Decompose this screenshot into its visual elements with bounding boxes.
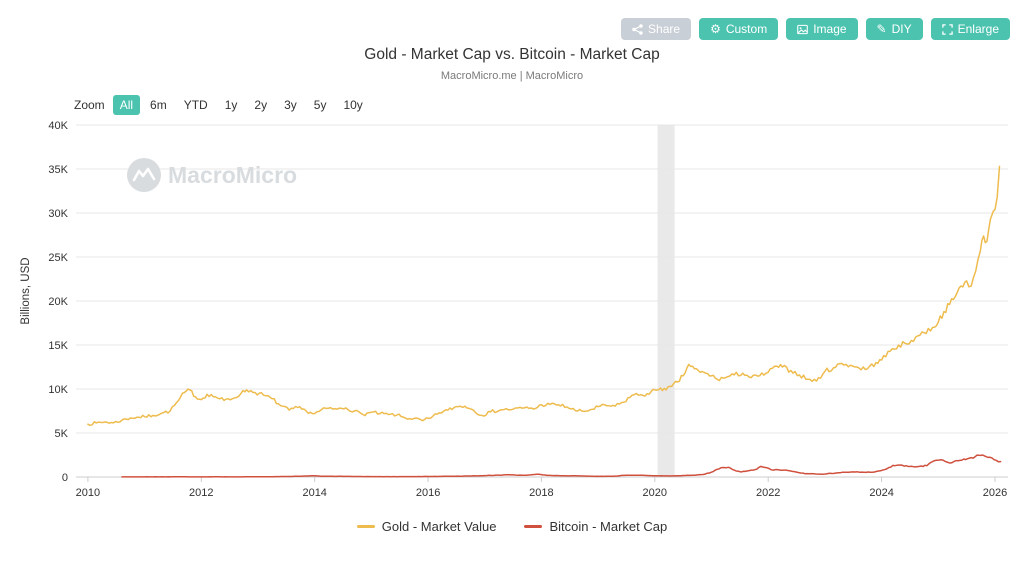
zoom-option-1y[interactable]: 1y [218, 95, 245, 115]
zoom-option-10y[interactable]: 10y [336, 95, 369, 115]
enlarge-button-label: Enlarge [957, 22, 999, 36]
svg-text:15K: 15K [48, 340, 68, 352]
svg-text:2010: 2010 [76, 487, 100, 499]
enlarge-button[interactable]: Enlarge [930, 18, 1010, 40]
y-axis-label: Billions, USD [20, 257, 32, 325]
zoom-option-ytd[interactable]: YTD [177, 95, 215, 115]
enlarge-icon [941, 23, 953, 35]
zoom-option-2y[interactable]: 2y [247, 95, 274, 115]
svg-text:35K: 35K [48, 164, 68, 176]
share-button-label: Share [648, 22, 681, 36]
svg-text:2014: 2014 [302, 487, 326, 499]
pencil-icon: ✎ [876, 22, 887, 36]
legend-label-bitcoin: Bitcoin - Market Cap [549, 519, 668, 534]
custom-button-label: Custom [725, 22, 768, 36]
svg-text:2018: 2018 [529, 487, 553, 499]
svg-text:MacroMicro: MacroMicro [168, 162, 297, 188]
chart-canvas[interactable]: 0 5K 10K 15K 20K 25K 30K 35K 40K 2010 2012 2014 2016… [34, 117, 1012, 505]
image-icon [797, 24, 809, 35]
legend-item-gold[interactable]: Gold - Market Value [356, 519, 497, 534]
diy-button-label: DIY [891, 22, 912, 36]
svg-text:2026: 2026 [983, 487, 1007, 499]
svg-text:10K: 10K [48, 384, 68, 396]
svg-text:0: 0 [62, 472, 68, 484]
zoom-option-6m[interactable]: 6m [143, 95, 174, 115]
bitcoin-series-marker [524, 525, 543, 528]
svg-text:25K: 25K [48, 252, 68, 264]
chart-area: Billions, USD 0 5K 10K 15K 20K 25K 30K 35K 40K 20… [0, 117, 1024, 505]
chart-title: Gold - Market Cap vs. Bitcoin - Market C… [364, 46, 660, 63]
zoom-option-5y[interactable]: 5y [307, 95, 334, 115]
chart-subtitle: MacroMicro.me | MacroMicro [440, 70, 584, 82]
svg-text:2022: 2022 [756, 487, 780, 499]
zoom-option-3y[interactable]: 3y [277, 95, 304, 115]
custom-button[interactable]: ⚙ Custom [699, 18, 779, 40]
svg-text:30K: 30K [48, 208, 68, 220]
gear-icon: ⚙ [710, 22, 721, 36]
image-button[interactable]: Image [786, 18, 858, 40]
svg-text:5K: 5K [55, 428, 69, 440]
legend-item-bitcoin[interactable]: Bitcoin - Market Cap [524, 519, 667, 534]
zoom-controls: Zoom All 6m YTD 1y 2y 3y 5y 10y [74, 95, 1024, 115]
svg-text:20K: 20K [48, 296, 68, 308]
svg-text:2024: 2024 [869, 487, 893, 499]
zoom-option-all[interactable]: All [112, 95, 141, 115]
gold-series-marker [356, 525, 375, 528]
svg-text:2016: 2016 [416, 487, 440, 499]
image-button-label: Image [813, 22, 847, 36]
diy-button[interactable]: ✎ DIY [865, 18, 923, 40]
chart-toolbar: Share ⚙ Custom Image ✎ DIY Enlarge [621, 18, 1010, 40]
share-button[interactable]: Share [621, 18, 692, 40]
svg-text:2020: 2020 [643, 487, 667, 499]
share-icon [632, 23, 643, 35]
legend: Gold - Market Value Bitcoin - Market Cap [0, 519, 1024, 534]
zoom-label: Zoom [74, 98, 105, 112]
svg-text:40K: 40K [48, 120, 68, 132]
legend-label-gold: Gold - Market Value [381, 519, 497, 534]
svg-text:2012: 2012 [189, 487, 213, 499]
